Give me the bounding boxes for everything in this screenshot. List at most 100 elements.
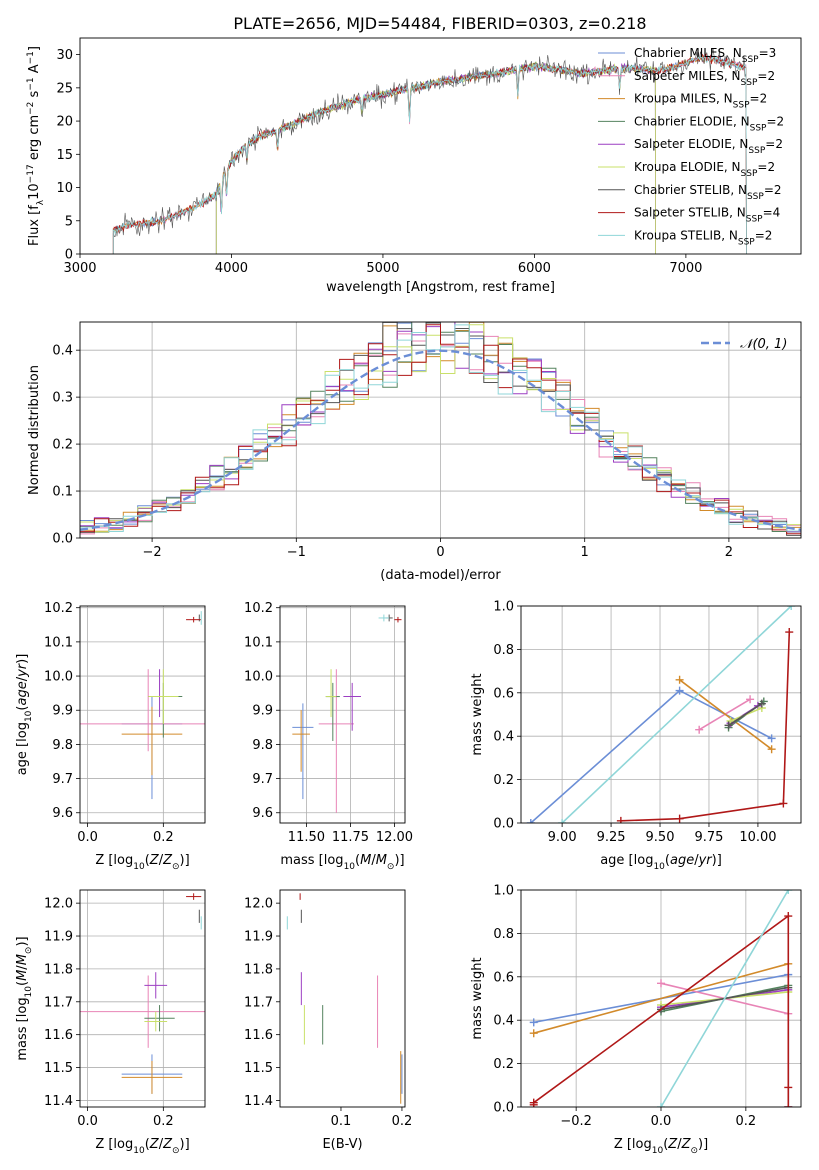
axes-frame bbox=[520, 605, 802, 824]
x-axis-label: Z [log10(Z/Z⊙)] bbox=[614, 1137, 708, 1156]
x-tick-label: 10.00 bbox=[739, 830, 776, 845]
x-tick-label: 9.00 bbox=[548, 830, 577, 845]
x-axis-label: (data-model)/error bbox=[380, 568, 501, 583]
x-tick-label: 0.2 bbox=[153, 1114, 174, 1129]
legend-label: 𝒩(0, 1) bbox=[740, 337, 787, 352]
y-tick-label: 9.7 bbox=[52, 772, 73, 787]
y-tick-label: 0 bbox=[65, 248, 73, 263]
y-tick-label: 11.8 bbox=[44, 962, 73, 977]
weight-line bbox=[660, 890, 789, 1107]
y-tick-label: 11.9 bbox=[44, 930, 73, 945]
weight-marker bbox=[529, 1098, 538, 1107]
error-bars bbox=[292, 614, 402, 813]
y-tick-label: 9.8 bbox=[252, 738, 273, 753]
weight-lines bbox=[526, 606, 796, 823]
weight-marker bbox=[695, 725, 704, 734]
x-tick-label: 9.25 bbox=[597, 830, 626, 845]
y-tick-label: 0.2 bbox=[52, 438, 73, 453]
y-tick-label: 0.0 bbox=[493, 817, 514, 832]
weight-marker bbox=[675, 814, 684, 823]
residuals-panel: −2 −1 0 1 2 0.0 0.1 0.2 0.3 0.4 (data-model)/error… bbox=[27, 321, 802, 583]
y-tick-label: 0.6 bbox=[493, 970, 514, 985]
axes-frame bbox=[79, 889, 206, 1108]
y-axis-label: mass weight bbox=[470, 957, 485, 1039]
y-tick-label: 15 bbox=[56, 148, 73, 163]
error-bars bbox=[80, 611, 205, 800]
spectrum-line bbox=[113, 48, 747, 254]
weight-marker bbox=[767, 745, 776, 754]
axes-frame bbox=[79, 321, 802, 539]
histogram bbox=[80, 324, 801, 532]
y-tick-label: 30 bbox=[56, 48, 73, 63]
y-tick-label: 11.7 bbox=[44, 995, 73, 1010]
axes-frame bbox=[279, 605, 406, 824]
y-tick-label: 0.1 bbox=[52, 485, 73, 500]
weight-marker bbox=[616, 816, 625, 823]
weight-line bbox=[620, 631, 791, 822]
legend-label: Chabrier MILES, NSSP=3 bbox=[634, 46, 776, 65]
legend-label: Kroupa ELODIE, NSSP=2 bbox=[634, 160, 775, 179]
x-tick-label: 0.0 bbox=[651, 1114, 672, 1129]
axes-frame bbox=[520, 889, 802, 1108]
y-tick-label: 0.3 bbox=[52, 391, 73, 406]
y-tick-label: 0.2 bbox=[493, 773, 514, 788]
y-tick-label: 0.4 bbox=[493, 1014, 514, 1029]
y-tick-label: 5 bbox=[65, 214, 73, 229]
y-axis-label: Normed distribution bbox=[27, 365, 42, 495]
x-tick-label: −2 bbox=[143, 545, 162, 560]
x-tick-label: 4000 bbox=[215, 261, 248, 276]
x-axis-label: age [log10(age/yr)] bbox=[600, 853, 722, 872]
axes-frame bbox=[279, 889, 406, 1108]
y-tick-label: 10.1 bbox=[44, 635, 73, 650]
y-tick-label: 10.0 bbox=[44, 670, 73, 685]
weight-line bbox=[533, 963, 789, 1034]
x-axis-label: Z [log10(Z/Z⊙)] bbox=[95, 853, 189, 872]
weight-marker bbox=[724, 721, 733, 730]
legend-label: Chabrier ELODIE, NSSP=2 bbox=[634, 114, 784, 133]
y-tick-label: 10.2 bbox=[44, 601, 73, 616]
y-tick-label: 11.7 bbox=[244, 995, 273, 1010]
weight-marker bbox=[767, 734, 776, 743]
mass_vs_z-panel: 0.0 0.2 11.4 11.5 11.6 11.7 11.8 11.9 12.0 Z [log… bbox=[15, 889, 206, 1156]
x-tick-label: 0.2 bbox=[736, 1114, 757, 1129]
weight-marker bbox=[784, 1083, 793, 1092]
y-tick-label: 9.9 bbox=[52, 704, 73, 719]
legend-label: Salpeter STELIB, NSSP=4 bbox=[634, 206, 780, 225]
y-tick-label: 10 bbox=[56, 181, 73, 196]
x-tick-label: 0.2 bbox=[153, 830, 174, 845]
x-tick-label: 0 bbox=[436, 545, 444, 560]
weight-marker bbox=[787, 606, 796, 610]
figure-title: PLATE=2656, MJD=54484, FIBERID=0303, z=0… bbox=[233, 14, 646, 33]
residuals-legend: 𝒩(0, 1) bbox=[701, 337, 787, 352]
y-tick-label: 0.4 bbox=[493, 730, 514, 745]
spectrum-panel: 3000 4000 5000 6000 7000 0 5 10 15 20 25 30 waveleng… bbox=[26, 37, 802, 295]
x-tick-label: 11.75 bbox=[332, 830, 369, 845]
x-tick-label: 0.0 bbox=[77, 1114, 98, 1129]
y-tick-label: 11.8 bbox=[244, 962, 273, 977]
y-tick-label: 0.8 bbox=[493, 643, 514, 658]
histogram bbox=[80, 324, 801, 535]
x-tick-label: 9.75 bbox=[694, 830, 723, 845]
weight-marker bbox=[784, 890, 793, 894]
x-tick-label: 0.2 bbox=[392, 1114, 413, 1129]
weight-marker bbox=[529, 1018, 538, 1027]
y-axis-label: mass [log10(M/M⊙)] bbox=[15, 936, 34, 1060]
y-tick-label: 9.7 bbox=[252, 772, 273, 787]
y-tick-label: 11.5 bbox=[244, 1061, 273, 1076]
age_vs_mass-panel: 11.50 11.75 12.00 9.6 9.7 9.8 9.9 10.0 10.1 10.2 m… bbox=[244, 601, 413, 872]
weight-marker bbox=[529, 1029, 538, 1038]
y-tick-label: 1.0 bbox=[493, 600, 514, 615]
weight-marker bbox=[757, 699, 766, 708]
y-tick-label: 11.5 bbox=[44, 1061, 73, 1076]
mass_vs_ebv-panel: 0.1 0.2 11.4 11.5 11.6 11.7 11.8 11.9 12.0 E(B-V) bbox=[244, 889, 413, 1152]
spectrum-line bbox=[112, 55, 747, 254]
weight_vs_z-panel: −0.2 0.0 0.2 0.0 0.2 0.4 0.6 0.8 1.0 Z [log10(Z/Z… bbox=[470, 884, 802, 1156]
y-tick-label: 11.6 bbox=[44, 1028, 73, 1043]
legend-label: Chabrier STELIB, NSSP=2 bbox=[634, 183, 782, 202]
spectrum-lines bbox=[112, 48, 747, 254]
y-tick-label: 9.6 bbox=[52, 806, 73, 821]
legend-label: Salpeter ELODIE, NSSP=2 bbox=[634, 137, 783, 156]
weight-line bbox=[728, 702, 763, 727]
histogram bbox=[80, 322, 801, 533]
x-tick-label: 0.0 bbox=[77, 830, 98, 845]
